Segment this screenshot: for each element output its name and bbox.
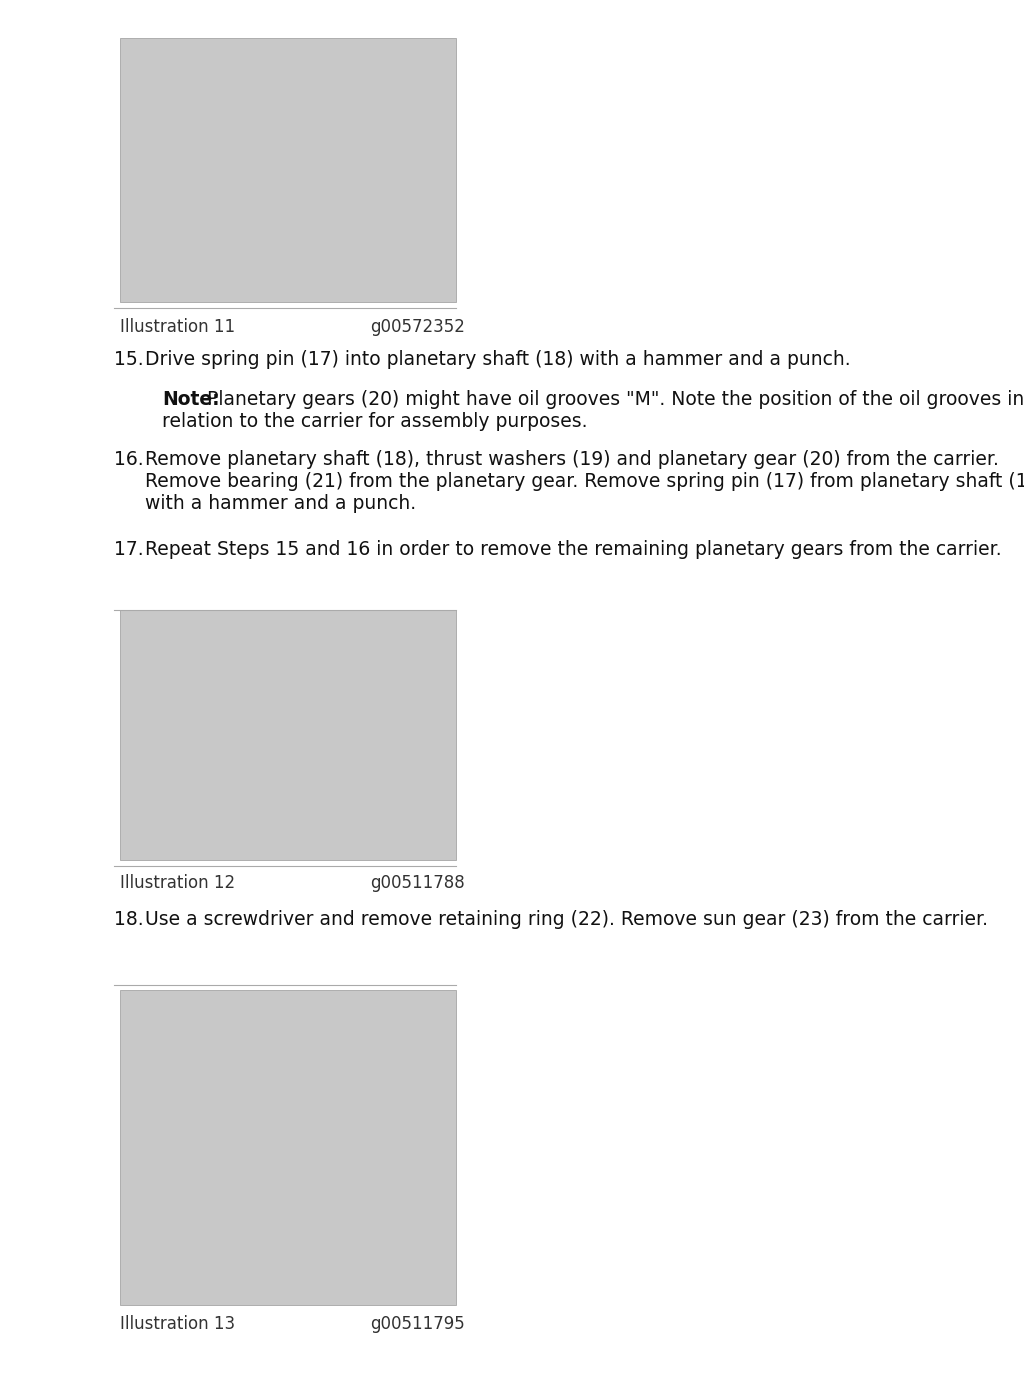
Text: with a hammer and a punch.: with a hammer and a punch. [145, 494, 416, 512]
Bar [120, 990, 456, 1305]
Text: Remove bearing (21) from the planetary gear. Remove spring pin (17) from planeta: Remove bearing (21) from the planetary g… [145, 472, 1024, 491]
Text: 18.: 18. [114, 910, 143, 930]
Text: Use a screwdriver and remove retaining ring (22). Remove sun gear (23) from the : Use a screwdriver and remove retaining r… [145, 910, 988, 930]
Bar [120, 610, 456, 860]
Text: Illustration 11: Illustration 11 [120, 318, 236, 336]
Text: g00572352: g00572352 [370, 318, 465, 336]
Bar [120, 38, 456, 302]
Text: 17.: 17. [114, 540, 143, 559]
Text: Illustration 12: Illustration 12 [120, 874, 236, 892]
Text: relation to the carrier for assembly purposes.: relation to the carrier for assembly pur… [162, 412, 588, 431]
Text: 16.: 16. [114, 449, 143, 469]
Text: Note:: Note: [162, 391, 219, 409]
Text: Drive spring pin (17) into planetary shaft (18) with a hammer and a punch.: Drive spring pin (17) into planetary sha… [145, 350, 851, 370]
Text: Illustration 13: Illustration 13 [120, 1315, 236, 1333]
Text: g00511788: g00511788 [370, 874, 465, 892]
Text: 15.: 15. [114, 350, 143, 370]
Text: g00511795: g00511795 [370, 1315, 465, 1333]
Text: Planetary gears (20) might have oil grooves "M". Note the position of the oil gr: Planetary gears (20) might have oil groo… [201, 391, 1024, 409]
Text: Repeat Steps 15 and 16 in order to remove the remaining planetary gears from the: Repeat Steps 15 and 16 in order to remov… [145, 540, 1001, 559]
Text: Remove planetary shaft (18), thrust washers (19) and planetary gear (20) from th: Remove planetary shaft (18), thrust wash… [145, 449, 998, 469]
